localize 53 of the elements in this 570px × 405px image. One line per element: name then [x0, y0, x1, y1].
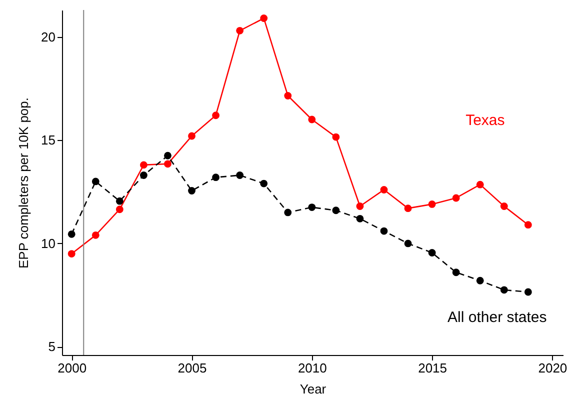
- point: [92, 231, 100, 239]
- point: [332, 133, 340, 141]
- point: [308, 204, 316, 211]
- point: [428, 200, 436, 208]
- x-tick-label: 2000: [58, 360, 87, 376]
- point: [284, 92, 292, 100]
- y-tick-label: 20: [41, 29, 56, 44]
- point: [236, 172, 244, 179]
- x-tick-label: 2015: [418, 360, 448, 376]
- point: [500, 286, 508, 294]
- x-tick-label: 2010: [298, 360, 327, 376]
- point: [116, 197, 124, 205]
- point: [476, 180, 484, 188]
- point: [380, 227, 388, 235]
- y-tick-label: 10: [41, 236, 56, 251]
- point: [380, 186, 388, 194]
- point: [500, 202, 508, 210]
- point: [140, 172, 148, 179]
- point: [524, 288, 532, 296]
- point: [284, 208, 292, 216]
- point: [212, 174, 220, 182]
- point: [68, 250, 76, 258]
- point: [188, 187, 196, 194]
- point: [356, 202, 364, 210]
- point: [356, 214, 364, 222]
- y-tick-label: 5: [48, 339, 56, 354]
- x-tick-label: 2005: [178, 360, 207, 376]
- point: [308, 116, 316, 124]
- point: [236, 26, 244, 34]
- y-tick-label: 15: [41, 132, 56, 148]
- point: [524, 221, 532, 229]
- point: [452, 194, 460, 202]
- point: [92, 178, 100, 186]
- point: [404, 204, 412, 212]
- x-tick-label: 2020: [538, 360, 568, 376]
- point: [116, 206, 124, 214]
- point: [260, 14, 268, 22]
- point: [188, 132, 196, 140]
- point: [332, 206, 340, 214]
- point: [404, 240, 412, 248]
- series-label: All other states: [448, 308, 547, 326]
- point: [476, 276, 484, 284]
- point: [428, 249, 436, 256]
- point: [260, 180, 268, 188]
- x-axis-title: Year: [300, 382, 327, 396]
- point: [164, 160, 172, 168]
- point: [68, 230, 76, 238]
- point: [164, 152, 172, 160]
- point: [212, 112, 220, 120]
- point: [452, 268, 460, 276]
- y-axis-title: EPP completers per 10K pop.: [16, 97, 32, 269]
- text: Texas: [466, 112, 505, 129]
- point: [140, 161, 148, 169]
